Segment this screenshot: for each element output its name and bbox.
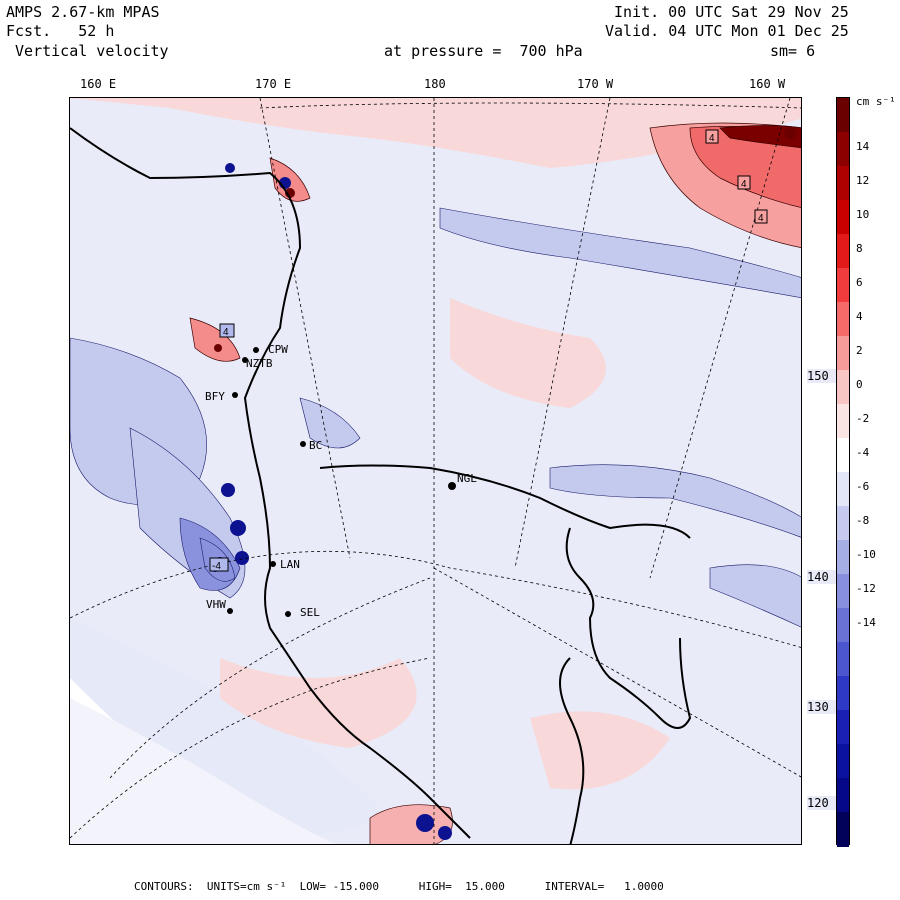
colorbar-swatch bbox=[837, 438, 849, 473]
colorbar-tick-label: 6 bbox=[856, 276, 863, 289]
colorbar-tick-label: -14 bbox=[856, 616, 876, 629]
intense-red-clusters bbox=[214, 127, 796, 352]
colorbar-swatch bbox=[837, 404, 849, 439]
coastline bbox=[70, 127, 692, 844]
colorbar-tick-label: 8 bbox=[856, 242, 863, 255]
colorbar-tick-label: 10 bbox=[856, 208, 870, 221]
colorbar-swatch bbox=[837, 98, 849, 133]
colorbar-tick-label: -8 bbox=[856, 514, 870, 527]
lon-label-170w: 170 W bbox=[577, 77, 614, 91]
colorbar-swatch bbox=[837, 778, 849, 813]
lon-label-170e: 170 E bbox=[255, 77, 292, 91]
marker-text: 4 bbox=[758, 213, 764, 224]
lon-label-160w: 160 W bbox=[749, 77, 786, 91]
colorbar-swatch bbox=[837, 574, 849, 609]
forecast-hour: Fcst. 52 h bbox=[6, 22, 115, 40]
colorbar-swatch bbox=[837, 234, 849, 269]
station-lan: LAN bbox=[280, 558, 300, 571]
station-ngl: NGL bbox=[457, 472, 477, 485]
smoothing: sm= 6 bbox=[770, 42, 816, 60]
colorbar-swatch bbox=[837, 472, 849, 507]
colorbar-swatch bbox=[837, 540, 849, 575]
colorbar-swatch bbox=[837, 506, 849, 541]
pressure-level: at pressure = 700 hPa bbox=[384, 42, 583, 60]
colorbar-swatch bbox=[837, 676, 849, 711]
colorbar-swatch bbox=[837, 370, 849, 405]
vertical-velocity-map: 4 4 4 4 -4 CPW NZTB BFY BC NGL LAN SEL V… bbox=[69, 97, 802, 845]
contour-markers: 4 4 4 4 -4 bbox=[209, 129, 768, 572]
colorbar-tick-label: 4 bbox=[856, 310, 863, 323]
graticule bbox=[70, 98, 801, 844]
station-cpw: CPW bbox=[268, 343, 288, 356]
lon-label-160e: 160 E bbox=[80, 77, 117, 91]
colorbar-tick-label: -10 bbox=[856, 548, 876, 561]
colorbar-tick-label: 14 bbox=[856, 140, 870, 153]
lon-label-180: 180 bbox=[424, 77, 446, 91]
colorbar bbox=[836, 97, 850, 847]
marker-text: -4 bbox=[212, 561, 221, 572]
marker-text: 4 bbox=[709, 133, 715, 144]
colorbar-swatch bbox=[837, 744, 849, 779]
lat-label-150w: 150 W bbox=[807, 369, 844, 383]
colorbar-tick-label: -6 bbox=[856, 480, 870, 493]
model-title: AMPS 2.67-km MPAS bbox=[6, 3, 160, 21]
station-bc: BC bbox=[309, 439, 323, 452]
contour-info: CONTOURS: UNITS=cm s⁻¹ LOW= -15.000 HIGH… bbox=[134, 880, 664, 893]
colorbar-tick-label: 12 bbox=[856, 174, 870, 187]
colorbar-tick-label: -4 bbox=[856, 446, 870, 459]
colorbar-swatch bbox=[837, 710, 849, 745]
station-vhw: VHW bbox=[206, 598, 226, 611]
station-dots bbox=[227, 347, 456, 617]
valid-time: Valid. 04 UTC Mon 01 Dec 25 bbox=[605, 22, 849, 40]
map-canvas: 4 4 4 4 -4 bbox=[70, 98, 801, 844]
colorbar-tick-label: 0 bbox=[856, 378, 863, 391]
marker-text: 4 bbox=[741, 179, 747, 190]
colorbar-swatch bbox=[837, 132, 849, 167]
init-time: Init. 00 UTC Sat 29 Nov 25 bbox=[614, 3, 849, 21]
colorbar-swatch bbox=[837, 812, 849, 847]
marker-text: 4 bbox=[223, 327, 229, 338]
colorbar-tick-label: -2 bbox=[856, 412, 870, 425]
colorbar-swatch bbox=[837, 608, 849, 643]
descent-regions bbox=[70, 207, 801, 628]
station-sel: SEL bbox=[300, 606, 320, 619]
strong-ascent bbox=[189, 122, 801, 844]
ice-shelf-tint bbox=[70, 698, 336, 844]
colorbar-swatch bbox=[837, 166, 849, 201]
colorbar-swatch bbox=[837, 642, 849, 677]
colorbar-swatch bbox=[837, 268, 849, 303]
colorbar-tick-label: -12 bbox=[856, 582, 876, 595]
field-name: Vertical velocity bbox=[6, 42, 169, 60]
colorbar-swatch bbox=[837, 200, 849, 235]
station-nztb: NZTB bbox=[246, 357, 273, 370]
station-bfy: BFY bbox=[205, 390, 225, 403]
colorbar-units: cm s⁻¹ bbox=[856, 95, 896, 108]
colorbar-swatch bbox=[837, 302, 849, 337]
colorbar-swatch bbox=[837, 336, 849, 371]
colorbar-tick-label: 2 bbox=[856, 344, 863, 357]
